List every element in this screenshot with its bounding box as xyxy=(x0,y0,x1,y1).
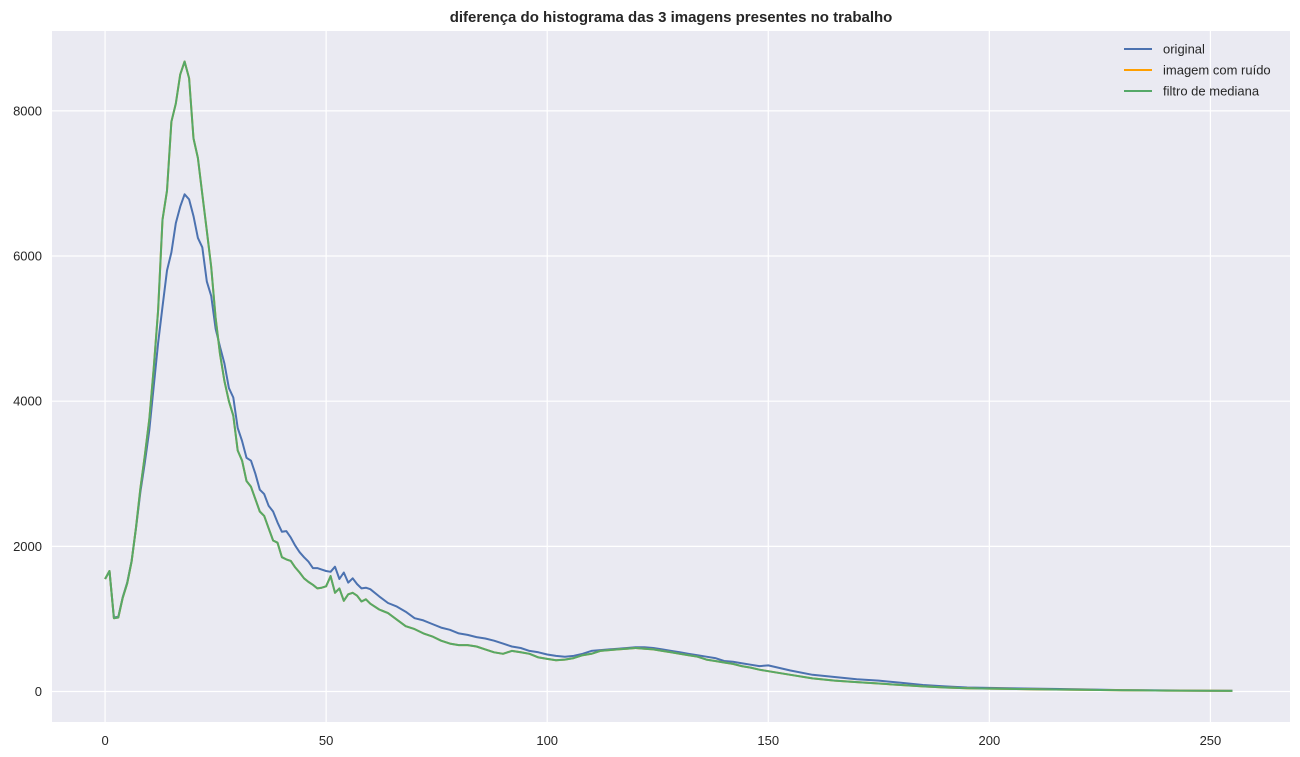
y-tick-label: 6000 xyxy=(13,249,42,264)
x-tick-label: 100 xyxy=(536,733,558,748)
y-tick-label: 2000 xyxy=(13,539,42,554)
legend-label: imagem com ruído xyxy=(1163,63,1271,78)
x-tick-label: 250 xyxy=(1200,733,1222,748)
x-tick-label: 0 xyxy=(101,733,108,748)
legend: original imagem com ruído filtro de median… xyxy=(1124,42,1271,99)
y-tick-label: 8000 xyxy=(13,103,42,118)
series-layer xyxy=(104,60,1233,692)
legend-label: original xyxy=(1163,42,1205,57)
legend-label: filtro de mediana xyxy=(1163,84,1260,99)
x-tick-label: 200 xyxy=(978,733,1000,748)
y-tick-label: 4000 xyxy=(13,394,42,409)
plot-background xyxy=(52,31,1290,722)
series-line-original xyxy=(104,193,1233,692)
grid-layer xyxy=(52,31,1290,722)
tick-labels: 0 50 100 150 200 250 0 2000 4000 6000 8000 xyxy=(13,103,1221,748)
x-tick-label: 50 xyxy=(319,733,333,748)
chart-title: diferença do histograma das 3 imagens pr… xyxy=(450,9,893,26)
x-tick-label: 150 xyxy=(757,733,779,748)
series-line-filtro-de-mediana xyxy=(104,60,1233,692)
y-tick-label: 0 xyxy=(35,684,42,699)
